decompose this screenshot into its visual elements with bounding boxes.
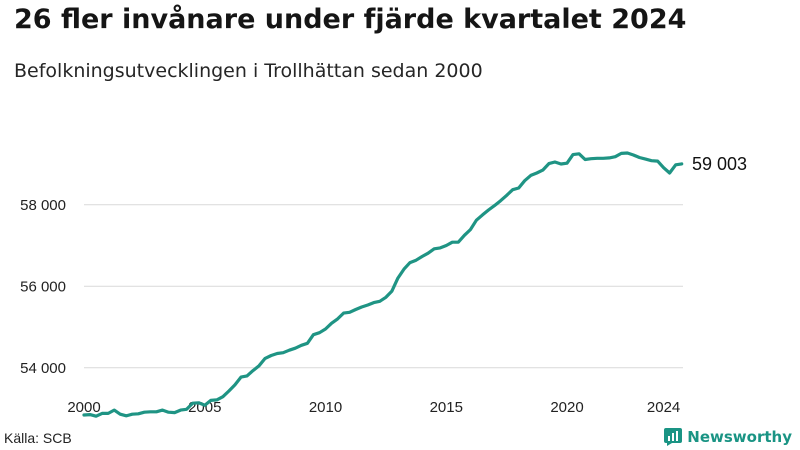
series-lines [82,151,684,418]
x-tick-label: 2005 [188,399,221,416]
end-value-label: 59 003 [692,154,747,174]
brand-logo: Newsworthy [664,428,792,446]
x-tick-label: 2015 [430,399,463,416]
end-labels: 59 003 [692,154,747,174]
y-tick-label: 58 000 [20,197,66,214]
y-tick-label: 54 000 [20,360,66,377]
source-note: Källa: SCB [4,430,72,446]
series-line [82,151,684,418]
x-tick-label: 2010 [309,399,342,416]
y-axis-ticks: 54 000 56 000 58 000 [20,197,66,377]
x-tick-label: 2020 [550,399,583,416]
y-tick-label: 56 000 [20,278,66,295]
gridlines [84,204,683,369]
x-tick-label: 2000 [67,399,100,416]
x-tick-label: 2024 [647,399,680,416]
x-axis-ticks: 2000 2005 2010 2015 2020 2024 [67,399,680,416]
brand-name: Newsworthy [687,428,792,446]
chart-subtitle: Befolkningsutvecklingen i Trollhättan se… [14,60,483,82]
newsworthy-logo-icon [664,428,683,446]
chart-title: 26 fler invånare under fjärde kvartalet … [14,4,687,35]
